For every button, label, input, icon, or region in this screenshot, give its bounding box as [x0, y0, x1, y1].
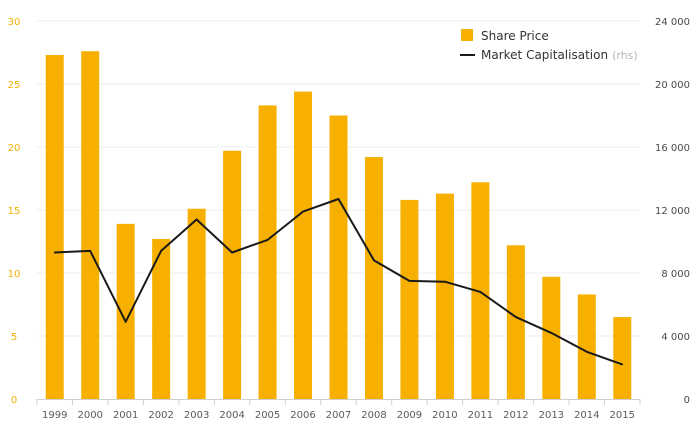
y-left-tick-label: 0 [11, 395, 17, 406]
y-right-tick-label: 24 000 [655, 17, 690, 28]
x-tick-label: 2010 [432, 410, 457, 421]
legend-label-market-cap-suffix: (rhs) [612, 49, 638, 62]
legend-label-market-cap: Market Capitalisation (rhs) [481, 48, 638, 62]
bar-share-price [435, 193, 454, 399]
point-market-capitalisation [408, 279, 411, 282]
x-tick-label: 2000 [77, 410, 102, 421]
y-right-tick-label: 0 [684, 395, 690, 406]
point-market-capitalisation [231, 251, 233, 254]
y-left-tick-label: 5 [11, 332, 17, 343]
legend: Share Price Market Capitalisation (rhs) [460, 29, 638, 62]
bar-share-price [364, 157, 383, 399]
legend-label-market-cap-name: Market Capitalisation [481, 48, 608, 62]
bar-share-price [613, 317, 632, 399]
x-tick-label: 2006 [290, 410, 315, 421]
x-tick-label: 2011 [468, 410, 493, 421]
y-right-tick-label: 12 000 [655, 206, 690, 217]
point-market-capitalisation [337, 198, 340, 200]
legend-swatch-share-price [461, 29, 473, 41]
bar-share-price [542, 276, 561, 399]
x-tick-label: 2001 [113, 410, 138, 421]
y-right-tick-label: 16 000 [655, 143, 690, 154]
x-tick-label: 2008 [361, 410, 386, 421]
y-left-tick-label: 25 [8, 80, 21, 91]
point-market-capitalisation [373, 259, 375, 262]
point-market-capitalisation [302, 210, 304, 213]
line-series [53, 198, 624, 366]
point-market-capitalisation [479, 291, 482, 293]
x-tick-label: 1999 [42, 410, 67, 421]
bar-share-price [294, 91, 313, 399]
x-tick-label: 2014 [574, 410, 599, 421]
point-market-capitalisation [585, 350, 588, 353]
x-tick-label: 2007 [326, 410, 351, 421]
point-market-capitalisation [53, 251, 56, 254]
y-left-tick-label: 30 [8, 17, 21, 28]
y-right-tick-label: 8 000 [661, 269, 690, 280]
bar-share-price [400, 199, 419, 399]
x-tick-label: 2005 [255, 410, 280, 421]
x-tick-label: 2013 [539, 410, 564, 421]
point-market-capitalisation [266, 239, 269, 241]
bar-share-price [187, 208, 206, 399]
bar-share-price [152, 238, 171, 399]
bar-share-price [45, 55, 64, 400]
bar-share-price [258, 105, 277, 400]
x-tick-label: 2002 [148, 410, 173, 421]
legend-label-share-price: Share Price [481, 29, 549, 43]
y-right-tick-label: 20 000 [655, 80, 690, 91]
axes: 0 0 5 4 000 10 8 000 15 12 000 20 16 000 25 20 000 3… [8, 17, 690, 421]
bar-share-price [506, 245, 525, 399]
bar-share-price [577, 294, 596, 399]
x-tick-label: 2012 [503, 410, 528, 421]
point-market-capitalisation [621, 363, 624, 366]
point-market-capitalisation [160, 250, 163, 252]
point-market-capitalisation [124, 320, 127, 323]
point-market-capitalisation [514, 316, 517, 318]
bar-share-price [116, 223, 135, 399]
y-left-tick-label: 20 [8, 143, 21, 154]
bar-series [45, 51, 632, 400]
bar-share-price [471, 182, 490, 399]
y-left-tick-label: 15 [8, 206, 21, 217]
point-market-capitalisation [444, 280, 446, 283]
y-left-tick-label: 10 [8, 269, 21, 280]
bar-share-price [223, 150, 242, 399]
y-right-tick-label: 4 000 [661, 332, 690, 343]
x-tick-label: 2004 [219, 410, 244, 421]
bar-share-price [81, 51, 100, 400]
point-market-capitalisation [550, 331, 553, 334]
x-tick-label: 2009 [397, 410, 422, 421]
bar-share-price [329, 115, 348, 399]
point-market-capitalisation [89, 250, 92, 252]
x-tick-label: 2003 [184, 410, 209, 421]
x-tick-label: 2015 [610, 410, 635, 421]
point-market-capitalisation [195, 218, 198, 221]
